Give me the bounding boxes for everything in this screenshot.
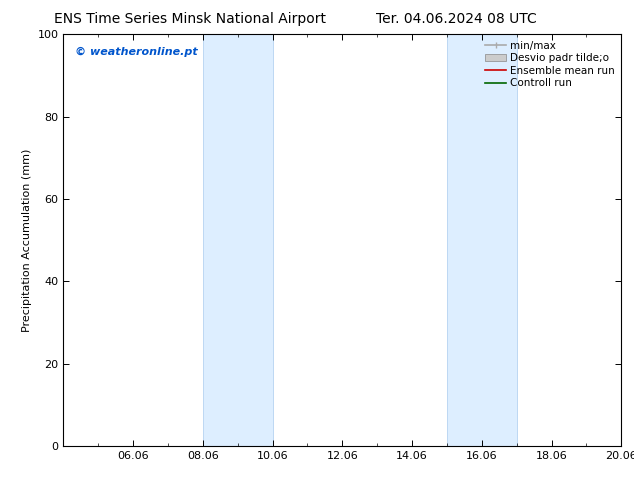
Text: © weatheronline.pt: © weatheronline.pt bbox=[75, 47, 197, 57]
Text: ENS Time Series Minsk National Airport: ENS Time Series Minsk National Airport bbox=[54, 12, 327, 26]
Text: Ter. 04.06.2024 08 UTC: Ter. 04.06.2024 08 UTC bbox=[376, 12, 537, 26]
Bar bbox=[447, 34, 517, 446]
Legend: min/max, Desvio padr tilde;o, Ensemble mean run, Controll run: min/max, Desvio padr tilde;o, Ensemble m… bbox=[482, 37, 618, 92]
Y-axis label: Precipitation Accumulation (mm): Precipitation Accumulation (mm) bbox=[22, 148, 32, 332]
Bar bbox=[203, 34, 273, 446]
